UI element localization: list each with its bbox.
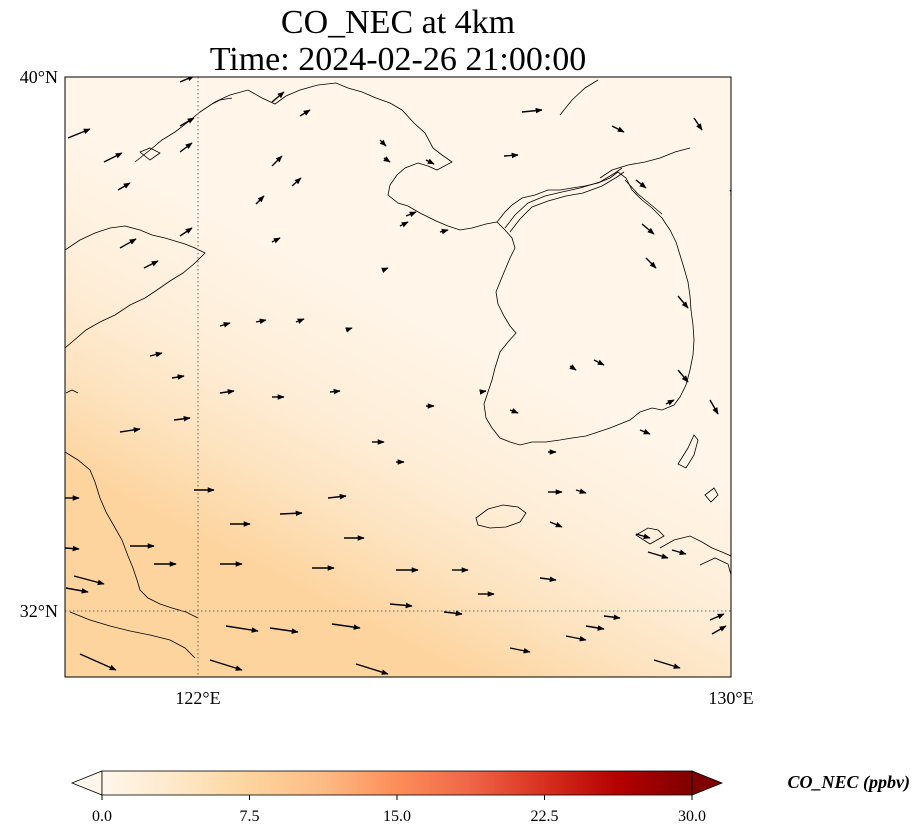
wind-arrow [711,625,727,635]
wind-arrow [327,493,347,500]
wind-arrow [677,295,689,309]
map-subtitle-time: Time: 2024-02-26 21:00:00 [209,41,587,78]
wind-arrow [593,359,605,366]
wind-arrow [355,663,389,675]
wind-arrow [179,227,193,237]
colorbar-extend-high [691,770,724,796]
wind-arrow [653,659,681,669]
wind-arrow [179,117,195,127]
wind-arrow [693,117,703,131]
wind-arrow [521,107,543,114]
wind-arrow [209,659,243,671]
wind-arrow [389,602,413,609]
wind-vectors [65,77,731,675]
wind-arrow [503,152,519,159]
lon-axis: 122°E 130°E [175,688,753,708]
wind-arrow [119,238,137,249]
wind-arrow [255,318,267,324]
coastlines [65,79,731,659]
wind-arrow [79,653,117,671]
wind-arrow [379,139,387,147]
wind-arrow [219,389,235,395]
colorbar-label: CO_NEC (ppbv) [788,772,911,793]
wind-arrow [103,152,123,163]
colorbar-ramp [101,770,693,796]
wind-arrow [255,195,265,205]
wind-arrow [645,257,657,269]
wind-arrow [611,125,625,133]
wind-arrow [647,551,669,559]
wind-arrow [143,260,159,269]
wind-arrow [635,179,647,189]
wind-arrow [171,374,185,380]
wind-arrow [381,267,389,273]
lat-axis: 40°N 32°N [20,67,58,621]
map-title: CO_NEC at 4km [280,4,516,41]
wind-arrow [671,549,687,555]
wind-arrow [117,182,131,191]
wind-arrow [479,389,487,395]
wind-arrow [539,576,557,582]
lat-tick-label: 32°N [20,601,58,621]
wind-arrow [271,91,285,103]
colorbar-tick-label: 22.5 [531,808,559,825]
wind-arrow [119,427,141,433]
wind-arrow [329,388,341,395]
wind-arrow [271,155,283,167]
wind-arrow [425,158,435,165]
wind-arrow [641,223,655,235]
wind-arrow [575,488,587,494]
wind-arrow [65,545,80,552]
wind-arrow [709,613,725,621]
wind-arrow [405,211,417,217]
graticule [65,77,731,677]
wind-arrow [179,142,193,153]
wind-arrow [271,237,281,244]
wind-arrow [549,521,563,528]
wind-arrow [67,128,91,139]
lon-tick-label: 122°E [175,688,220,708]
colorbar-tick-label: 7.5 [240,808,260,825]
wind-arrow [665,399,675,406]
co-concentration-field [65,77,731,677]
lon-tick-label: 130°E [708,688,753,708]
wind-arrow [219,322,231,328]
wind-arrow [509,408,519,414]
colorbar-tick-label: 15.0 [383,808,411,825]
wind-arrow [443,610,463,617]
wind-arrow [65,587,89,594]
wind-arrow [709,399,719,415]
wind-arrow [179,77,195,83]
wind-arrow [225,625,259,633]
colorbar: 0.0 7.5 15.0 22.5 30.0 CO_NEC (ppbv) [70,770,911,825]
wind-arrow [439,228,449,235]
colorbar-tick-label: 30.0 [678,808,706,825]
wind-arrow [383,156,391,163]
wind-arrow [173,416,191,422]
lat-tick-label: 40°N [20,67,58,87]
wind-arrow [399,221,409,228]
map-area [65,77,731,677]
colorbar-extend-low [70,770,103,796]
wind-arrow [677,369,689,383]
wind-arrow [565,635,587,642]
wind-arrow [299,109,311,117]
wind-arrow [345,327,353,333]
wind-arrow [149,351,163,358]
wind-arrow [331,623,361,630]
colorbar-tick-label: 0.0 [92,808,112,825]
wind-arrow [635,533,651,539]
wind-arrow [639,429,651,435]
wind-arrow [295,318,305,324]
map-frame [64,76,732,678]
wind-arrow [569,364,577,371]
wind-arrow [73,575,105,586]
wind-arrow [603,614,621,620]
wind-arrow [291,177,302,187]
wind-arrow [509,647,531,654]
wind-arrow [269,627,299,634]
wind-arrow [279,510,303,517]
wind-arrow [585,625,605,631]
